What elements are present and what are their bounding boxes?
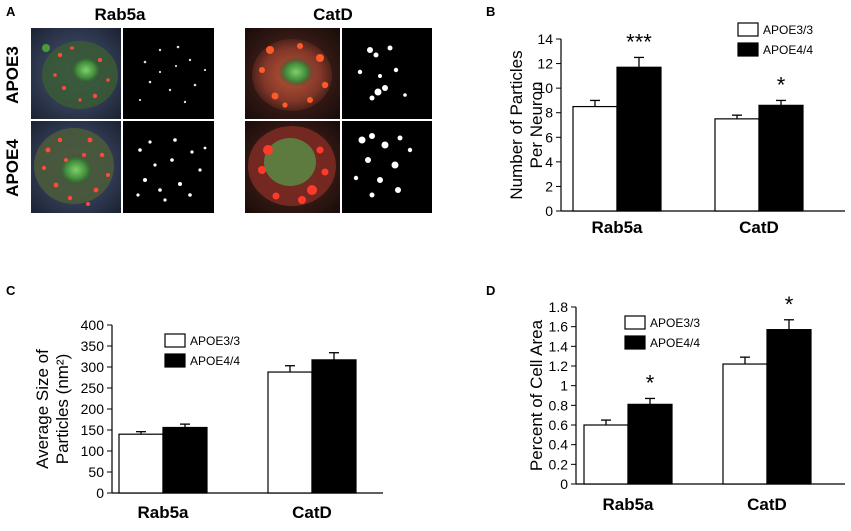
bar-apoe3-3 <box>267 371 313 494</box>
row-label-apoe3: APOE3 <box>3 46 22 104</box>
y-tick-label: 1.6 <box>549 319 569 335</box>
legend-swatch <box>737 22 759 37</box>
micrograph-apoe3-catd-mask <box>342 28 432 119</box>
bar-apoe4-4 <box>616 66 662 212</box>
y-tick-label: 150 <box>81 422 105 438</box>
category-label: CatD <box>747 495 787 514</box>
panel-letter: D <box>486 283 495 298</box>
legend-label: APOE3/3 <box>763 23 813 37</box>
legend-swatch <box>624 335 646 350</box>
bar-apoe3-3 <box>583 424 629 485</box>
category-label: CatD <box>292 503 332 522</box>
y-tick-label: 200 <box>81 401 105 417</box>
y-tick-label: 350 <box>81 338 105 354</box>
legend: APOE3/3 APOE4/4 <box>624 315 700 350</box>
legend: APOE3/3 APOE4/4 <box>164 333 240 368</box>
y-tick-label: 400 <box>81 317 105 333</box>
y-tick-label: 10 <box>537 80 553 96</box>
y-axis-label: Number of ParticlesPer Neuron <box>507 50 546 199</box>
significance-marker: *** <box>626 29 652 54</box>
legend-label: APOE3/3 <box>650 316 700 330</box>
y-tick-label: 0.6 <box>549 417 569 433</box>
legend-swatch <box>737 42 759 57</box>
legend-label: APOE4/4 <box>650 336 700 350</box>
y-tick-label: 0 <box>96 485 104 501</box>
y-tick-label: 300 <box>81 359 105 375</box>
micrograph-apoe4-rab5a-mask <box>123 121 214 213</box>
micrograph-apoe4-rab5a-merge <box>31 121 121 213</box>
legend: APOE3/3 APOE4/4 <box>737 22 813 57</box>
bar-apoe3-3 <box>118 433 164 494</box>
y-tick-label: 1 <box>560 378 568 394</box>
bar-apoe3-3 <box>714 118 760 212</box>
column-label-rab5a: Rab5a <box>94 5 146 24</box>
y-tick-label: 0.4 <box>549 437 569 453</box>
legend-label: APOE4/4 <box>190 354 240 368</box>
micrograph-apoe3-catd-merge <box>245 28 340 119</box>
bar-apoe4-4 <box>766 329 812 485</box>
category-label: Rab5a <box>602 495 654 514</box>
y-tick-label: 0 <box>560 476 568 492</box>
y-tick-label: 8 <box>545 105 553 121</box>
legend-swatch <box>164 353 186 368</box>
panel-a-letter: A <box>6 4 16 19</box>
significance-marker: * <box>777 72 786 97</box>
y-tick-label: 50 <box>88 464 104 480</box>
column-label-catd: CatD <box>313 5 353 24</box>
y-tick-label: 6 <box>545 129 553 145</box>
row-label-apoe4: APOE4 <box>3 139 22 197</box>
micrograph-apoe3-rab5a-merge <box>31 28 121 119</box>
micrograph-apoe4-catd-merge <box>245 121 340 213</box>
y-tick-label: 1.2 <box>549 358 569 374</box>
y-tick-label: 1.8 <box>549 299 569 315</box>
chart-panel-c: C 0 50 100 150 200 250 300 350 400 Average Size of… <box>6 283 383 522</box>
y-axis-label: Percent of Cell Area <box>527 319 546 471</box>
category-label: Rab5a <box>137 503 189 522</box>
y-axis-label: Average Size ofParticles (nm²) <box>33 349 72 469</box>
y-tick-label: 0.2 <box>549 456 569 472</box>
bar-apoe3-3 <box>572 105 618 212</box>
legend-label: APOE4/4 <box>763 43 813 57</box>
significance-marker: * <box>785 292 794 317</box>
bar-apoe3-3 <box>722 363 768 485</box>
chart-panel-b: B 0 2 4 6 8 10 12 14 Number of ParticlesPer Neuro… <box>486 4 845 237</box>
legend-label: APOE3/3 <box>190 334 240 348</box>
bar-apoe4-4 <box>311 359 357 494</box>
significance-marker: * <box>646 370 655 395</box>
bar-apoe4-4 <box>627 403 673 485</box>
micrograph-apoe3-rab5a-mask <box>123 28 214 119</box>
y-tick-label: 0.8 <box>549 397 569 413</box>
y-tick-label: 1.4 <box>549 338 569 354</box>
y-tick-label: 250 <box>81 380 105 396</box>
legend-swatch <box>624 315 646 330</box>
micrograph-apoe4-catd-mask <box>342 121 432 213</box>
y-tick-label: 12 <box>537 56 553 72</box>
panel-letter: C <box>6 283 16 298</box>
y-tick-label: 100 <box>81 443 105 459</box>
category-label: Rab5a <box>591 218 643 237</box>
bar-apoe4-4 <box>758 104 804 212</box>
y-tick-label: 0 <box>545 203 553 219</box>
legend-swatch <box>164 333 186 348</box>
panel-letter: B <box>486 4 495 19</box>
y-tick-label: 4 <box>545 154 553 170</box>
category-label: CatD <box>739 218 779 237</box>
y-tick-label: 2 <box>545 178 553 194</box>
panel-a: A Rab5a CatD APOE3 APOE4 <box>3 4 432 213</box>
bar-apoe4-4 <box>162 426 208 494</box>
y-tick-label: 14 <box>537 31 553 47</box>
